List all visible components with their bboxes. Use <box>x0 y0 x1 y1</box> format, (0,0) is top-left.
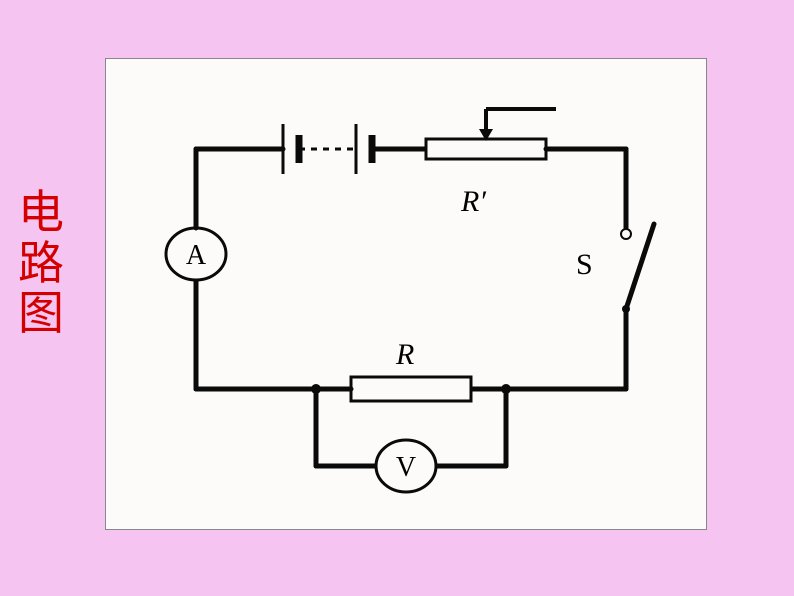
ammeter-label: A <box>186 240 207 271</box>
side-char-2: 路 <box>18 239 64 290</box>
side-char-3: 图 <box>18 289 64 340</box>
side-title: 电 路 图 <box>18 188 64 340</box>
switch-label: S <box>576 248 593 281</box>
side-char-1: 电 <box>18 188 64 239</box>
voltmeter-label: V <box>396 452 416 483</box>
circuit-svg: R′ S R A V <box>106 59 706 529</box>
circuit-diagram-container: R′ S R A V <box>105 58 707 530</box>
resistor-label: R <box>395 338 414 371</box>
rheostat-label: R′ <box>460 185 486 218</box>
